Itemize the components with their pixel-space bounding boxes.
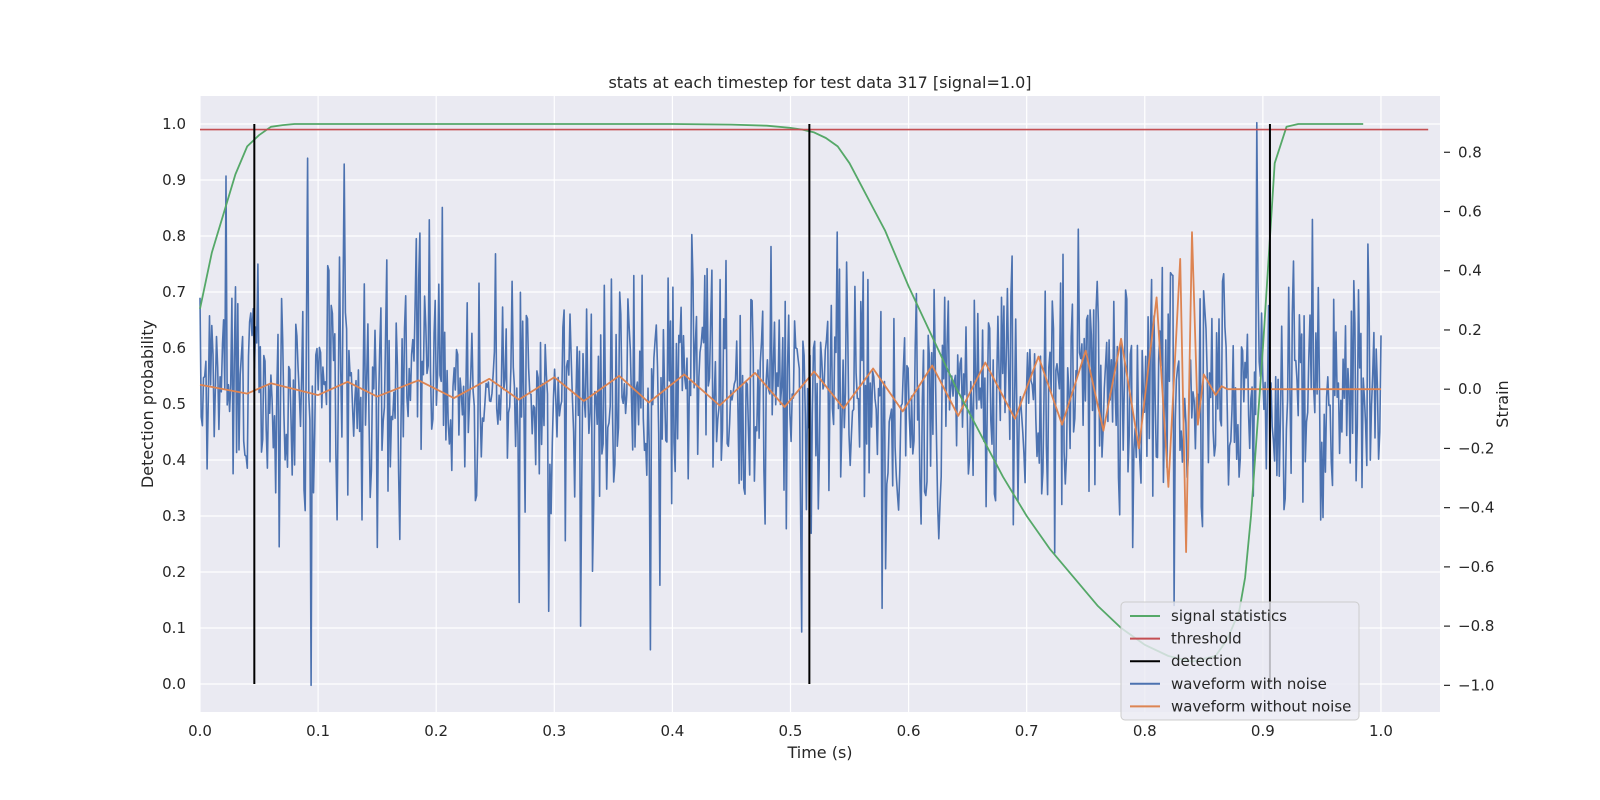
y-right-tick-label: −1.0 [1458, 676, 1494, 694]
legend-label: waveform with noise [1171, 675, 1327, 693]
x-tick-label: 0.5 [779, 722, 803, 740]
y-left-tick-label: 0.5 [162, 395, 186, 413]
x-tick-label: 0.4 [660, 722, 684, 740]
y-left-tick-label: 0.6 [162, 339, 186, 357]
legend: signal statistics threshold detection wavef… [1120, 601, 1360, 721]
y-right-tick-label: 0.4 [1458, 262, 1482, 280]
y-left-tick-label: 0.7 [162, 283, 186, 301]
legend-label: detection [1171, 652, 1242, 670]
y-left-tick-label: 0.0 [162, 675, 186, 693]
x-tick-label: 0.0 [188, 722, 212, 740]
y-left-tick-label: 1.0 [162, 115, 186, 133]
legend-box [1120, 601, 1360, 721]
y-left-tick-label: 0.8 [162, 227, 186, 245]
y-left-tick-label: 0.1 [162, 619, 186, 637]
legend-label: signal statistics [1171, 607, 1287, 625]
x-tick-label: 0.7 [1015, 722, 1039, 740]
legend-label: waveform without noise [1171, 697, 1351, 715]
x-tick-label: 0.2 [424, 722, 448, 740]
x-tick-label: 0.6 [897, 722, 921, 740]
y-left-tick-label: 0.2 [162, 563, 186, 581]
y-right-tick-label: 0.0 [1458, 380, 1482, 398]
x-axis-label: Time (s) [786, 743, 852, 762]
x-tick-label: 0.8 [1133, 722, 1157, 740]
y-axis-right-label: Strain [1493, 380, 1512, 427]
y-right-tick-label: 0.6 [1458, 203, 1482, 221]
y-right-tick-label: 0.8 [1458, 143, 1482, 161]
x-tick-label: 0.9 [1251, 722, 1275, 740]
legend-label: threshold [1171, 630, 1242, 648]
chart-title: stats at each timestep for test data 317… [608, 73, 1031, 92]
y-left-tick-label: 0.3 [162, 507, 186, 525]
y-right-tick-label: −0.2 [1458, 439, 1494, 457]
y-left-tick-label: 0.4 [162, 451, 186, 469]
y-axis-left-label: Detection probability [138, 320, 157, 488]
series-signal-statistics [199, 123, 1364, 663]
x-tick-label: 0.1 [306, 722, 330, 740]
y-left-tick-label: 0.9 [162, 171, 186, 189]
series-waveform-without-noise [199, 231, 1381, 553]
y-right-tick-label: 0.2 [1458, 321, 1482, 339]
x-tick-label: 0.3 [542, 722, 566, 740]
y-right-tick-label: −0.8 [1458, 617, 1494, 635]
y-right-tick-label: −0.4 [1458, 499, 1494, 517]
x-tick-label: 1.0 [1369, 722, 1393, 740]
tick-labels: 0.0 0.1 0.2 0.3 0.4 0.5 0.6 0.7 0.8 0.9 1.0 0.0 0.1 0… [162, 115, 1494, 740]
series-layer [199, 121, 1429, 687]
y-right-tick-label: −0.6 [1458, 558, 1494, 576]
